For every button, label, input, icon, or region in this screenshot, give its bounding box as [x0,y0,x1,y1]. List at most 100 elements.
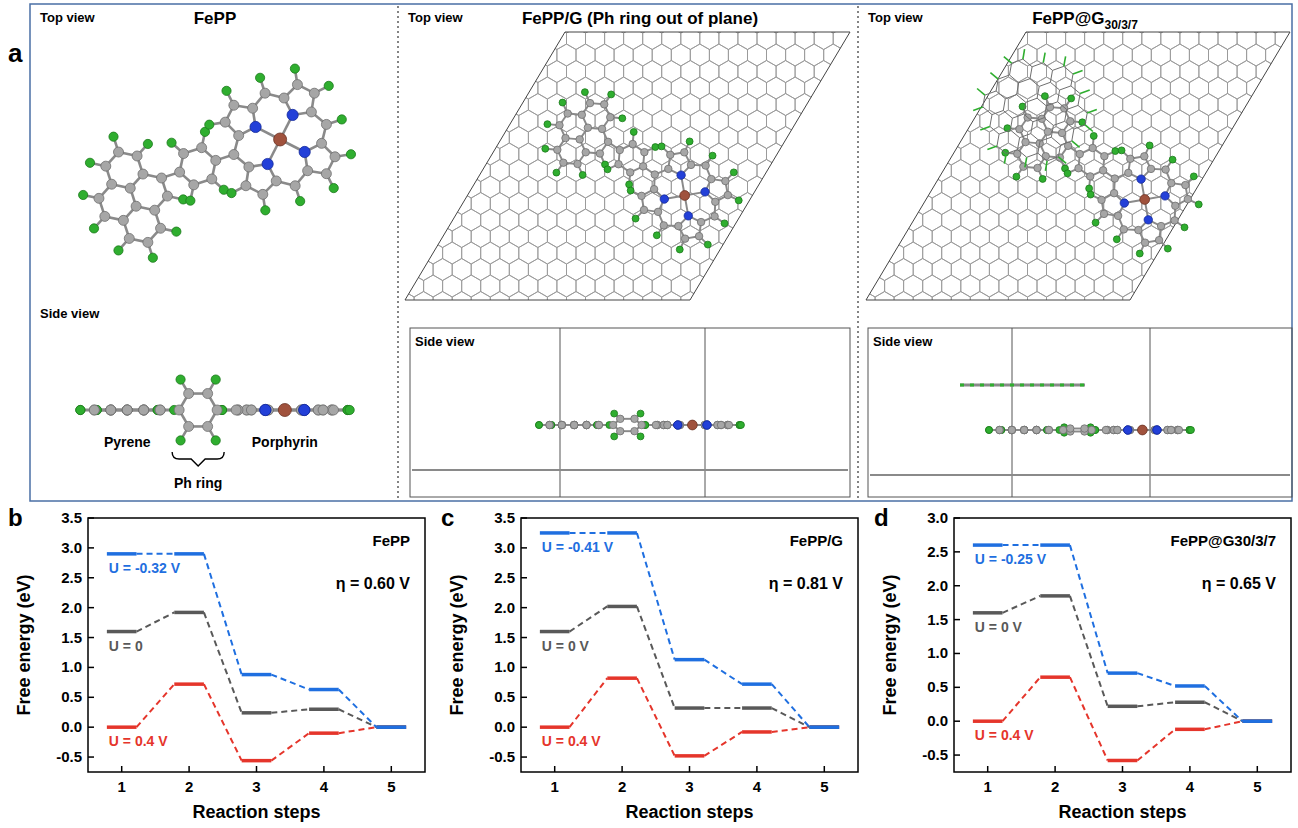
connector [137,612,175,631]
flake-h [1045,161,1047,171]
atom-c [114,147,124,157]
connector [137,684,175,727]
atom-c [89,405,99,415]
molecule-side [536,410,745,440]
flake-bond [1078,105,1087,113]
atom-c [554,146,562,154]
graphene-lattice [827,11,1298,347]
atom-c [1110,189,1118,197]
atom-h [1041,93,1048,100]
y-tick [521,697,527,699]
atom-c [996,426,1004,434]
atom-c [220,117,230,127]
flake-bond [1085,113,1087,125]
energy-level [1108,759,1138,763]
atom-c [246,405,256,415]
atom-c [271,176,281,186]
atom-c [139,405,149,415]
y-tick-label: 1.5 [927,611,948,628]
atom-n [299,146,310,157]
atom-h [296,197,305,206]
atom-h [1195,201,1202,208]
atom-h [255,73,264,82]
energy-level [1108,705,1138,709]
energy-level [1040,675,1070,679]
atom-c [1088,426,1096,434]
flake-bond [1058,90,1060,102]
cell-edge [705,328,706,497]
structure-panel: FePP/G (Ph ring out of plane)Top viewSid… [366,9,890,497]
atom-h [721,220,728,227]
flake-bond [1018,138,1020,150]
connector [772,708,810,727]
x-tick-label: 3 [1118,778,1126,795]
chart-title: FePP [372,532,410,549]
atom-c [122,405,132,415]
atom-h [186,196,195,205]
flake-bond [1071,86,1080,94]
atom-c [609,421,617,429]
atom-c [132,151,142,161]
flake-side [960,384,1085,387]
connector [637,678,675,756]
atom-c [1033,426,1041,434]
atom-c [641,148,649,156]
y-tick [521,517,527,519]
atom-n [703,421,711,429]
y-tick-label: 0.5 [494,688,515,705]
atom-c [318,405,328,415]
atom-c [122,405,132,415]
y-tick [954,720,960,722]
flake-bond [1017,95,1026,103]
atom-h [611,433,618,440]
atom-c [1008,426,1016,434]
flake-bond [1040,137,1051,141]
atom-h [76,405,85,414]
y-tick-label: 1.5 [61,629,82,646]
x-axis-title: Reaction steps [1058,802,1186,822]
flake-bond [1033,118,1044,122]
flake-bond [1043,63,1052,71]
atom-c [1008,426,1016,434]
atom-c [207,174,217,184]
connector [704,707,742,709]
flake-bond [1072,129,1074,141]
view-label: Top view [408,10,464,25]
atom-c [558,421,566,429]
atom-c [724,191,732,199]
chart: -0.50.00.51.01.52.02.53.012345dFree ener… [874,504,1291,822]
series-label: U = 0 V [975,619,1023,635]
atom-n [1153,426,1161,434]
flake-h [1073,71,1083,75]
atom-c [139,405,149,415]
energy-level [742,682,772,686]
connector [339,690,377,728]
atom-c [122,405,132,415]
atom-c [616,427,624,435]
atom-c [717,421,725,429]
flake-bond [999,130,1010,134]
energy-level [973,719,1003,723]
atom-h [167,138,176,147]
atom-c [582,149,590,157]
atom-c [1182,181,1190,189]
atom-c [260,88,270,98]
atom-h [89,224,98,233]
energy-level [809,725,839,729]
atom-c [546,421,554,429]
atom-h [652,144,659,151]
atom-c [1172,202,1180,210]
atom-h [123,405,132,414]
atom-c [1076,150,1084,158]
atom-h [1087,191,1094,198]
atom-c [562,134,570,142]
energy-level [1175,728,1205,732]
atom-fe [278,404,291,417]
flake-h [1072,141,1080,148]
energy-level [742,730,772,734]
energy-level [540,531,570,535]
y-tick [521,756,527,758]
y-tick [88,547,94,549]
atom-h [1164,245,1171,252]
atom-c [595,421,603,429]
